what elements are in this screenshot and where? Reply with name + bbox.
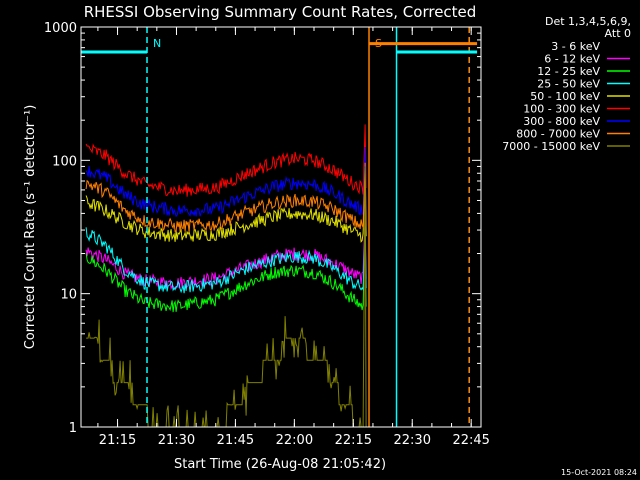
series-line-5: [85, 172, 367, 243]
axes-layer: 21:15 21:30 21:45 22:00 22:15 22:30 22:45 1 10 10…: [44, 21, 490, 448]
series-line-3: [85, 242, 367, 313]
plot-frame: [80, 26, 482, 428]
legend-header-2: Att 0: [605, 27, 631, 40]
legend-label-8: 800 - 7000 keV: [516, 128, 600, 141]
legend-label-4: 25 - 50 keV: [537, 78, 600, 91]
annotation-n: N: [153, 37, 161, 50]
legend-label-3: 12 - 25 keV: [537, 65, 600, 78]
series-layer: [85, 124, 367, 428]
chart-title: RHESSI Observing Summary Count Rates, Co…: [84, 3, 477, 21]
x-tick-label-1: 21:30: [158, 433, 195, 448]
y-tick-label-2: 100: [52, 154, 77, 169]
legend-label-7: 300 - 800 keV: [523, 115, 600, 128]
x-tick-label-0: 21:15: [99, 433, 136, 448]
series-line-8: [85, 162, 367, 233]
y-tick-label-0: 1: [69, 421, 77, 436]
annotation-s: S: [375, 37, 382, 50]
x-axis-label: Start Time (26-Aug-08 21:05:42): [174, 457, 386, 472]
legend-label-9: 7000 - 15000 keV: [502, 140, 600, 153]
legend-header-1: Det 1,3,4,5,6,9,: [545, 15, 631, 28]
y-tick-label-3: 1000: [44, 21, 77, 36]
legend-label-2: 6 - 12 keV: [544, 53, 600, 66]
x-tick-label-4: 22:15: [335, 433, 372, 448]
x-tick-label-3: 22:00: [276, 433, 313, 448]
x-tick-label-2: 21:45: [217, 433, 254, 448]
y-tick-label-1: 10: [60, 288, 77, 303]
x-tick-label-6: 22:45: [452, 433, 489, 448]
legend-label-5: 50 - 100 keV: [530, 90, 600, 103]
footer-timestamp: 15-Oct-2021 08:24: [561, 468, 637, 477]
y-axis-label: Corrected Count Rate (s⁻¹ detector⁻¹): [23, 105, 38, 350]
legend-label-1: 3 - 6 keV: [551, 40, 600, 53]
series-line-1: [85, 267, 367, 346]
series-line-4: [85, 224, 367, 294]
x-tick-label-5: 22:30: [394, 433, 431, 448]
series-line-7: [85, 146, 367, 218]
series-line-6: [85, 124, 367, 197]
legend-label-6: 100 - 300 keV: [523, 103, 600, 116]
